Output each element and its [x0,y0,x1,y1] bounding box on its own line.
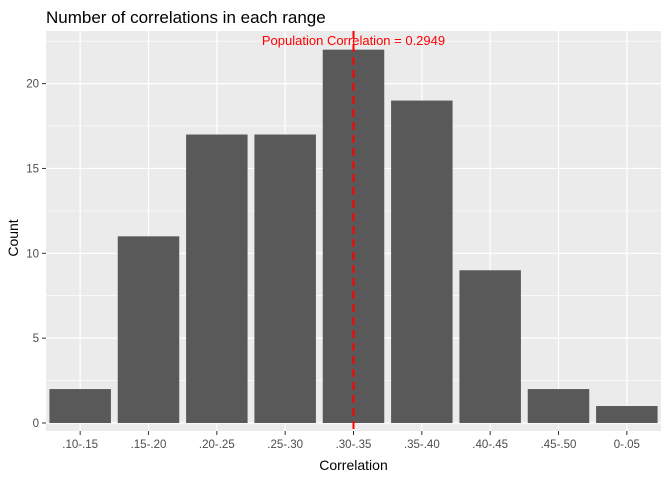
bar-.45-.50 [527,389,590,423]
y-axis: 0 5 10 15 20 [26,79,46,430]
bar-.30-.35 [322,49,385,424]
bar-.20-.25 [186,134,248,424]
bar-0-.05 [596,406,658,423]
y-tick-label: 0 [33,418,39,430]
x-tick-label: .25-.30 [267,439,303,451]
y-axis-title: Count [5,219,21,256]
reference-line-group: Population Correlation = 0.2949 [262,31,445,431]
y-tick-label: 5 [33,333,39,345]
bar-.15-.20 [117,236,180,423]
x-tick-label: .20-.25 [199,439,235,451]
x-tick-label: .35-.40 [404,439,440,451]
x-tick-label: .40-.45 [472,439,508,451]
x-tick-label: .45-.50 [541,439,577,451]
chart-title: Number of correlations in each range [46,8,326,27]
y-tick-label: 20 [26,79,39,91]
x-axis: .10-.15 .15-.20 .20-.25 .25-.30 .30-.35 .35-.… [62,431,640,451]
x-tick-label: .30-.35 [336,439,372,451]
bar-.40-.45 [459,270,521,423]
y-tick-label: 10 [26,248,39,260]
bar-.10-.15 [49,389,111,423]
x-tick-label: 0-.05 [614,439,640,451]
y-tick-label: 15 [26,163,39,175]
reference-line-label: Population Correlation = 0.2949 [262,33,445,48]
x-tick-label: .10-.15 [62,439,98,451]
bar-.35-.40 [391,100,453,424]
bars-group [49,49,658,424]
bar-.25-.30 [254,134,316,424]
x-tick-label: .15-.20 [131,439,167,451]
x-axis-title: Correlation [319,457,387,473]
